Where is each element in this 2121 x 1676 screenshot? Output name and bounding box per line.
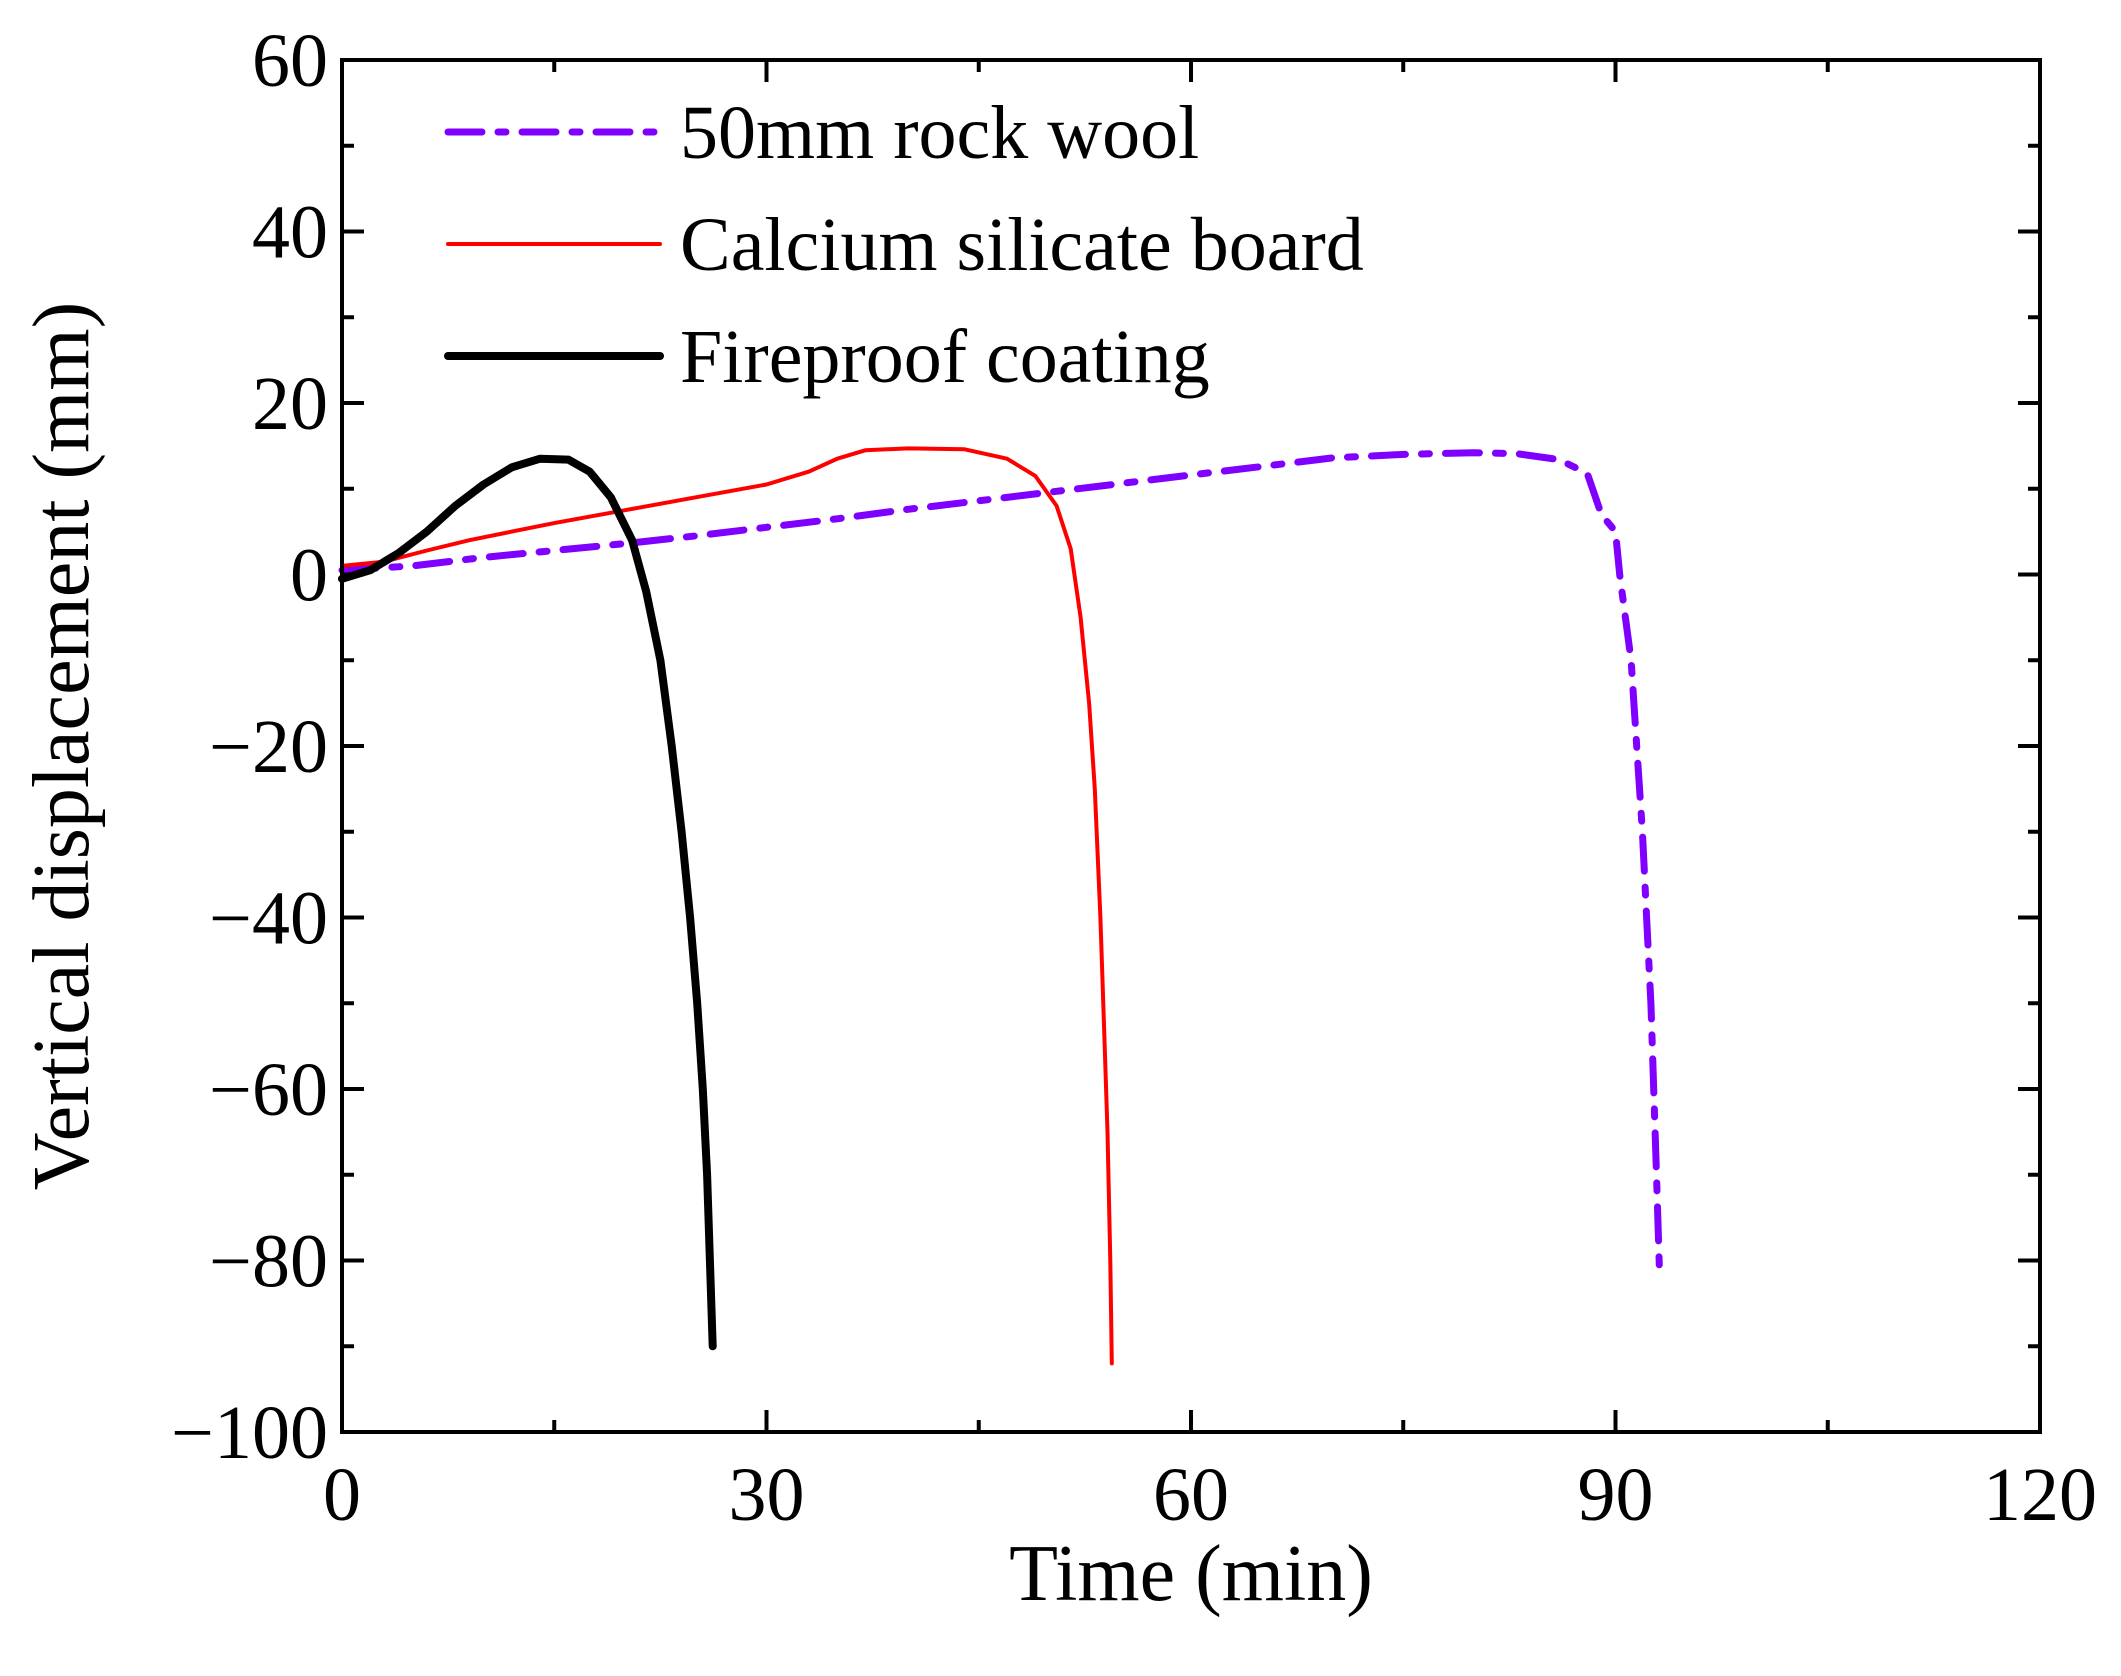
y-tick-label: 60 [252, 19, 328, 103]
series-line-fireproof-coating [338, 454, 717, 1351]
y-tick-label: −60 [209, 1048, 328, 1132]
x-tick-label: 90 [1578, 1453, 1654, 1537]
tick-label-layer: 0 30 60 90 120 −100 −80 −60 −40 −20 0 20 40 60 [171, 19, 2097, 1537]
y-tick-label: −20 [209, 705, 328, 789]
y-tick-label: 0 [290, 534, 328, 618]
y-tick-label: −80 [209, 1220, 328, 1304]
legend-label-calcium-silicate-board: Calcium silicate board [680, 203, 1364, 287]
series-line-calcium-silicate-board [340, 446, 1114, 1366]
x-tick-label: 120 [1983, 1453, 2097, 1537]
tick-layer [340, 58, 2042, 1434]
x-tick-label: 60 [1153, 1453, 1229, 1537]
legend-label-50mm-rock-wool: 50mm rock wool [680, 91, 1199, 175]
y-axis-title: Vertical displacement (mm) [18, 302, 106, 1191]
series-layer [338, 446, 1663, 1366]
x-tick-label: 30 [729, 1453, 805, 1537]
x-tick-label: 0 [323, 1453, 361, 1537]
y-tick-label: 40 [252, 191, 328, 275]
y-tick-label: −40 [209, 877, 328, 961]
y-tick-label: −100 [171, 1391, 328, 1475]
legend-label-fireproof-coating: Fireproof coating [680, 315, 1210, 399]
series-line-50mm-rock-wool [338, 449, 1663, 1273]
legend: 50mm rock wool Calcium silicate board Fire… [444, 91, 1364, 399]
x-axis-title: Time (min) [1009, 1530, 1373, 1618]
y-tick-label: 20 [252, 362, 328, 446]
